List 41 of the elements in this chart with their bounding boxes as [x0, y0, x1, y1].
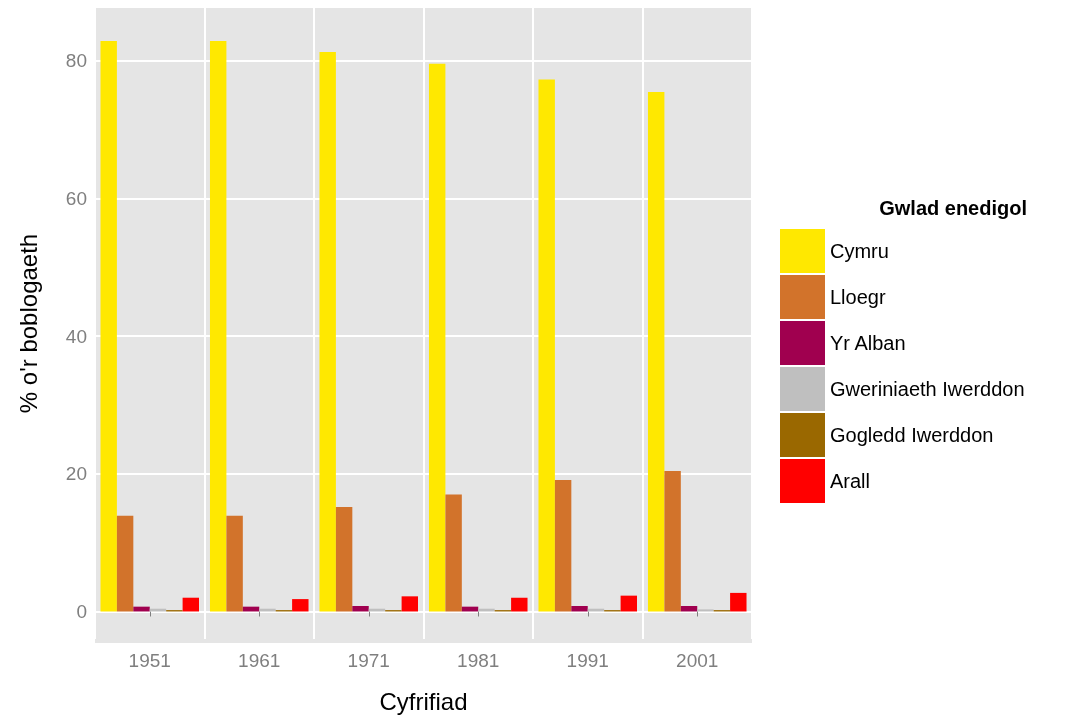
- legend-label: Lloegr: [830, 286, 886, 308]
- y-tick-label: 20: [65, 463, 87, 485]
- y-tick-label: 60: [65, 188, 87, 210]
- bar: [620, 595, 638, 612]
- x-axis-title: Cyfrifiad: [379, 687, 468, 715]
- legend-label: Gweriniaeth Iwerddon: [830, 378, 1025, 400]
- bar: [335, 506, 353, 612]
- bar: [401, 596, 419, 612]
- x-tick-label: 1951: [128, 650, 171, 671]
- bar: [647, 91, 665, 612]
- y-axis-title: % o'r boblogaeth: [14, 233, 42, 414]
- x-tick-label: 1971: [347, 650, 390, 671]
- y-tick-label: 80: [65, 50, 87, 72]
- bar: [319, 52, 336, 612]
- bar: [664, 471, 681, 612]
- y-tick-label: 0: [76, 600, 87, 622]
- bar: [730, 592, 747, 612]
- legend-label: Arall: [830, 470, 871, 492]
- bar: [697, 609, 714, 612]
- x-tick-label: 2001: [676, 650, 719, 671]
- legend-title: Gwlad enedigol: [879, 197, 1027, 219]
- bar: [445, 494, 462, 612]
- bar: [571, 605, 588, 612]
- x-tick-label: 1961: [238, 650, 281, 671]
- bar: [116, 515, 134, 612]
- legend-label: Gogledd Iwerddon: [830, 424, 994, 446]
- x-tick-label: 1981: [457, 650, 500, 671]
- bar: [511, 597, 528, 612]
- bar: [226, 515, 243, 612]
- bar: [182, 597, 200, 612]
- bar: [352, 605, 369, 612]
- bar: [292, 599, 309, 612]
- bar: [428, 63, 446, 612]
- bar: [538, 79, 555, 612]
- x-tick-label: 1991: [566, 650, 609, 671]
- bar: [100, 41, 117, 612]
- y-tick-label: 40: [65, 325, 87, 347]
- bar: [554, 480, 572, 612]
- legend-label: Cymru: [830, 240, 889, 262]
- bar: [209, 41, 227, 612]
- legend-label: Yr Alban: [830, 332, 906, 354]
